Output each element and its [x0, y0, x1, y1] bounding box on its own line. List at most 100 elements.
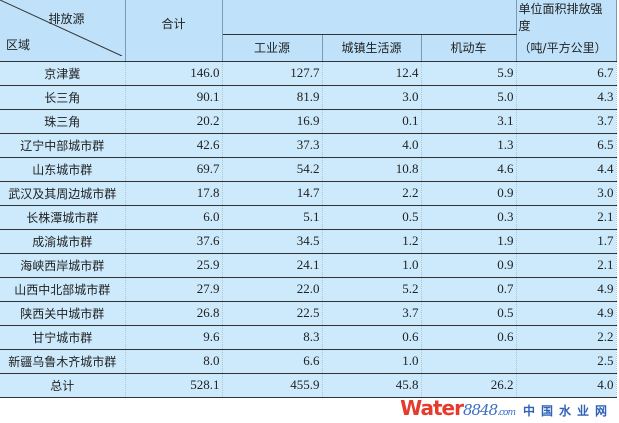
cell-industrial: 6.6 — [222, 349, 323, 374]
table-row: 新疆乌鲁木齐城市群 8.0 6.6 1.0 2.5 — [0, 349, 617, 374]
table-row: 海峡西岸城市群 25.9 24.1 1.0 0.9 2.1 — [0, 253, 617, 278]
cell-industrial: 127.7 — [222, 61, 323, 86]
cell-industrial: 24.1 — [222, 253, 323, 278]
cell-intensity: 4.9 — [516, 301, 617, 326]
cell-total: 90.1 — [125, 85, 223, 110]
cell-total: 42.6 — [125, 133, 223, 158]
cell-vehicle: 26.2 — [421, 373, 517, 398]
cell-urban: 0.1 — [322, 109, 422, 134]
cell-region: 陕西关中城市群 — [0, 301, 126, 326]
cell-vehicle: 4.6 — [421, 157, 517, 182]
cell-urban: 4.0 — [322, 133, 422, 158]
cell-intensity: 4.3 — [516, 85, 617, 110]
cell-industrial: 8.3 — [222, 325, 323, 350]
table-row: 山西中北部城市群 27.9 22.0 5.2 0.7 4.9 — [0, 277, 617, 302]
cell-intensity: 1.7 — [516, 229, 617, 254]
cell-intensity: 2.1 — [516, 205, 617, 230]
cell-region: 山西中北部城市群 — [0, 277, 126, 302]
cell-vehicle: 5.9 — [421, 61, 517, 86]
cell-region: 武汉及其周边城市群 — [0, 181, 126, 206]
table-row: 山东城市群 69.7 54.2 10.8 4.6 4.4 — [0, 157, 617, 182]
table-row: 成渝城市群 37.6 34.5 1.2 1.9 1.7 — [0, 229, 617, 254]
cell-urban: 12.4 — [322, 61, 422, 86]
cell-vehicle: 5.0 — [421, 85, 517, 110]
cell-total: 26.8 — [125, 301, 223, 326]
cell-total: 8.0 — [125, 349, 223, 374]
cell-total: 25.9 — [125, 253, 223, 278]
cell-region: 珠三角 — [0, 109, 126, 134]
table-row: 武汉及其周边城市群 17.8 14.7 2.2 0.9 3.0 — [0, 181, 617, 206]
cell-industrial: 14.7 — [222, 181, 323, 206]
cell-total: 146.0 — [125, 61, 223, 86]
cell-intensity: 4.9 — [516, 277, 617, 302]
industrial-header: 工业源 — [222, 34, 323, 62]
vehicle-header: 机动车 — [421, 34, 517, 62]
table-row: 长株潭城市群 6.0 5.1 0.5 0.3 2.1 — [0, 205, 617, 230]
table-row: 珠三角 20.2 16.9 0.1 3.1 3.7 — [0, 109, 617, 134]
cell-intensity: 3.7 — [516, 109, 617, 134]
cell-intensity: 6.5 — [516, 133, 617, 158]
diagonal-line — [0, 0, 123, 56]
cell-total: 528.1 — [125, 373, 223, 398]
cell-vehicle: 1.3 — [421, 133, 517, 158]
intensity-header-line2: （吨/平方公里） — [516, 34, 617, 62]
cell-industrial: 37.3 — [222, 133, 323, 158]
table-row: 辽宁中部城市群 42.6 37.3 4.0 1.3 6.5 — [0, 133, 617, 158]
cell-region: 总计 — [0, 373, 126, 398]
urban-header: 城镇生活源 — [322, 34, 422, 62]
cell-region: 成渝城市群 — [0, 229, 126, 254]
cell-region: 甘宁城市群 — [0, 325, 126, 350]
cell-vehicle: 0.9 — [421, 181, 517, 206]
cell-total: 69.7 — [125, 157, 223, 182]
cell-region: 山东城市群 — [0, 157, 126, 182]
cell-vehicle: 3.1 — [421, 109, 517, 134]
cell-region: 长三角 — [0, 85, 126, 110]
watermark-logo: Water8848.com 中国水业网 — [400, 396, 613, 422]
cell-region: 新疆乌鲁木齐城市群 — [0, 349, 126, 374]
cell-total: 27.9 — [125, 277, 223, 302]
cell-intensity: 3.0 — [516, 181, 617, 206]
cell-industrial: 16.9 — [222, 109, 323, 134]
cell-region: 京津冀 — [0, 61, 126, 86]
corner-header: 排放源 区域 — [0, 0, 126, 62]
cell-vehicle: 0.6 — [421, 325, 517, 350]
cell-region: 辽宁中部城市群 — [0, 133, 126, 158]
table-row: 陕西关中城市群 26.8 22.5 3.7 0.5 4.9 — [0, 301, 617, 326]
cell-urban: 1.0 — [322, 349, 422, 374]
cell-urban: 1.2 — [322, 229, 422, 254]
cell-urban: 10.8 — [322, 157, 422, 182]
cell-vehicle: 0.7 — [421, 277, 517, 302]
table-row: 总计 528.1 455.9 45.8 26.2 4.0 — [0, 373, 617, 398]
intensity-header-line1: 单位面积排放强度 — [516, 0, 617, 34]
cell-vehicle: 1.9 — [421, 229, 517, 254]
watermark-brand: Water8848.com — [400, 396, 516, 420]
cell-industrial: 81.9 — [222, 85, 323, 110]
table-row: 京津冀 146.0 127.7 12.4 5.9 6.7 — [0, 61, 617, 86]
cell-total: 37.6 — [125, 229, 223, 254]
cell-urban: 45.8 — [322, 373, 422, 398]
cell-urban: 2.2 — [322, 181, 422, 206]
cell-industrial: 22.5 — [222, 301, 323, 326]
cell-vehicle: 0.5 — [421, 301, 517, 326]
cell-industrial: 34.5 — [222, 229, 323, 254]
cell-urban: 3.7 — [322, 301, 422, 326]
cell-urban: 5.2 — [322, 277, 422, 302]
cell-urban: 0.5 — [322, 205, 422, 230]
cell-intensity: 4.4 — [516, 157, 617, 182]
cell-intensity: 4.0 — [516, 373, 617, 398]
cell-industrial: 5.1 — [222, 205, 323, 230]
emissions-table: 排放源 区域 合计 单位面积排放强度 工业源 城镇生活源 机动车 （吨/平方公里… — [0, 0, 617, 398]
cell-intensity: 6.7 — [516, 61, 617, 86]
cell-urban: 1.0 — [322, 253, 422, 278]
corner-bottom-label: 区域 — [6, 37, 31, 52]
cell-intensity: 2.2 — [516, 325, 617, 350]
cell-total: 17.8 — [125, 181, 223, 206]
cell-industrial: 54.2 — [222, 157, 323, 182]
cell-intensity: 2.5 — [516, 349, 617, 374]
cell-urban: 3.0 — [322, 85, 422, 110]
cell-region: 海峡西岸城市群 — [0, 253, 126, 278]
cell-vehicle: 0.3 — [421, 205, 517, 230]
cell-urban: 0.6 — [322, 325, 422, 350]
cell-region: 长株潭城市群 — [0, 205, 126, 230]
cell-total: 6.0 — [125, 205, 223, 230]
